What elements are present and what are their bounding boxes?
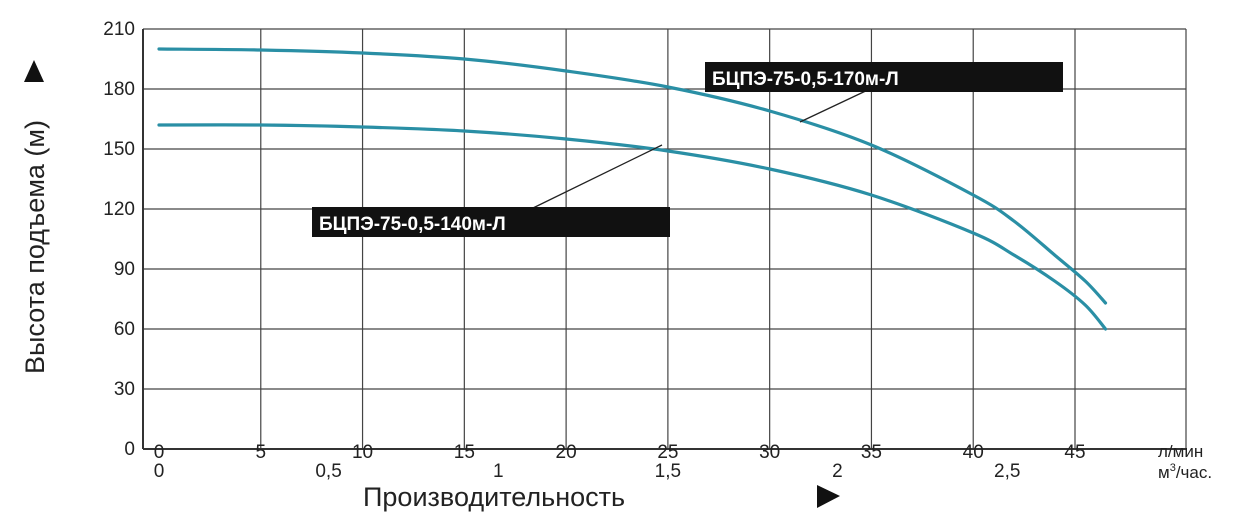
- y-tick-label: 180: [103, 79, 135, 100]
- x-tick-label-primary: 15: [454, 442, 475, 463]
- y-tick-label: 60: [114, 319, 135, 340]
- x-axis-arrow-icon: [817, 485, 840, 508]
- x-tick-label-secondary: 2,5: [994, 461, 1020, 482]
- y-tick-label: 150: [103, 139, 135, 160]
- x-unit-secondary-tail: /час.: [1176, 463, 1212, 482]
- y-tick-labels: 0 30 60 90 120 150 180 210: [103, 19, 135, 460]
- series-name-170: БЦПЭ-75-0,5-170м-Л: [712, 69, 899, 90]
- x-tick-label-primary: 40: [963, 442, 984, 463]
- y-tick-label: 90: [114, 259, 135, 280]
- x-axis-title-group: Производительность: [363, 482, 840, 512]
- x-tick-label-primary: 35: [861, 442, 882, 463]
- x-tick-label-secondary: 0,5: [315, 461, 341, 482]
- x-tick-label-primary: 20: [556, 442, 577, 463]
- axes: [142, 29, 1186, 450]
- x-tick-label-primary: 0: [154, 442, 165, 463]
- x-unit-primary: л/мин: [1158, 442, 1203, 461]
- leader-line-140: [532, 144, 663, 209]
- x-unit-secondary-base: м: [1158, 463, 1170, 482]
- y-tick-label: 120: [103, 199, 135, 220]
- x-tick-label-primary: 30: [759, 442, 780, 463]
- label-box-140: [312, 207, 670, 237]
- y-axis-title: Высота подъема (м): [20, 120, 50, 374]
- series-label-140: БЦПЭ-75-0,5-140м-Л: [312, 144, 670, 237]
- x-axis-title: Производительность: [363, 482, 625, 512]
- y-axis-title-group: Высота подъема (м): [20, 60, 50, 374]
- x-tick-label-primary: 25: [657, 442, 678, 463]
- x-tick-label-secondary: 1: [493, 461, 504, 482]
- x-unit-secondary: м3/час.: [1158, 462, 1212, 482]
- series-label-170: БЦПЭ-75-0,5-170м-Л: [705, 62, 1063, 123]
- y-axis-arrow-icon: [24, 60, 44, 82]
- x-tick-label-secondary: 0: [154, 461, 165, 482]
- leader-line-170: [799, 87, 873, 123]
- y-tick-label: 30: [114, 379, 135, 400]
- series-line-1: [157, 123, 1108, 331]
- series-line-0: [157, 47, 1108, 305]
- x-tick-labels: 0 5 10 15 20 25 30 35 40 45 0 0,5 1 1,5 2 2,5: [154, 442, 1086, 482]
- x-tick-label-secondary: 1,5: [655, 461, 681, 482]
- y-tick-label: 210: [103, 19, 135, 40]
- x-tick-label-primary: 10: [352, 442, 373, 463]
- label-box-170: [705, 62, 1063, 92]
- x-unit-secondary-sup: 3: [1170, 462, 1176, 474]
- x-tick-label-primary: 5: [255, 442, 266, 463]
- x-tick-label-primary: 45: [1064, 442, 1085, 463]
- series-name-140: БЦПЭ-75-0,5-140м-Л: [319, 214, 506, 235]
- y-tick-label: 0: [124, 439, 135, 460]
- x-tick-label-secondary: 2: [832, 461, 843, 482]
- series-lines: [157, 47, 1108, 331]
